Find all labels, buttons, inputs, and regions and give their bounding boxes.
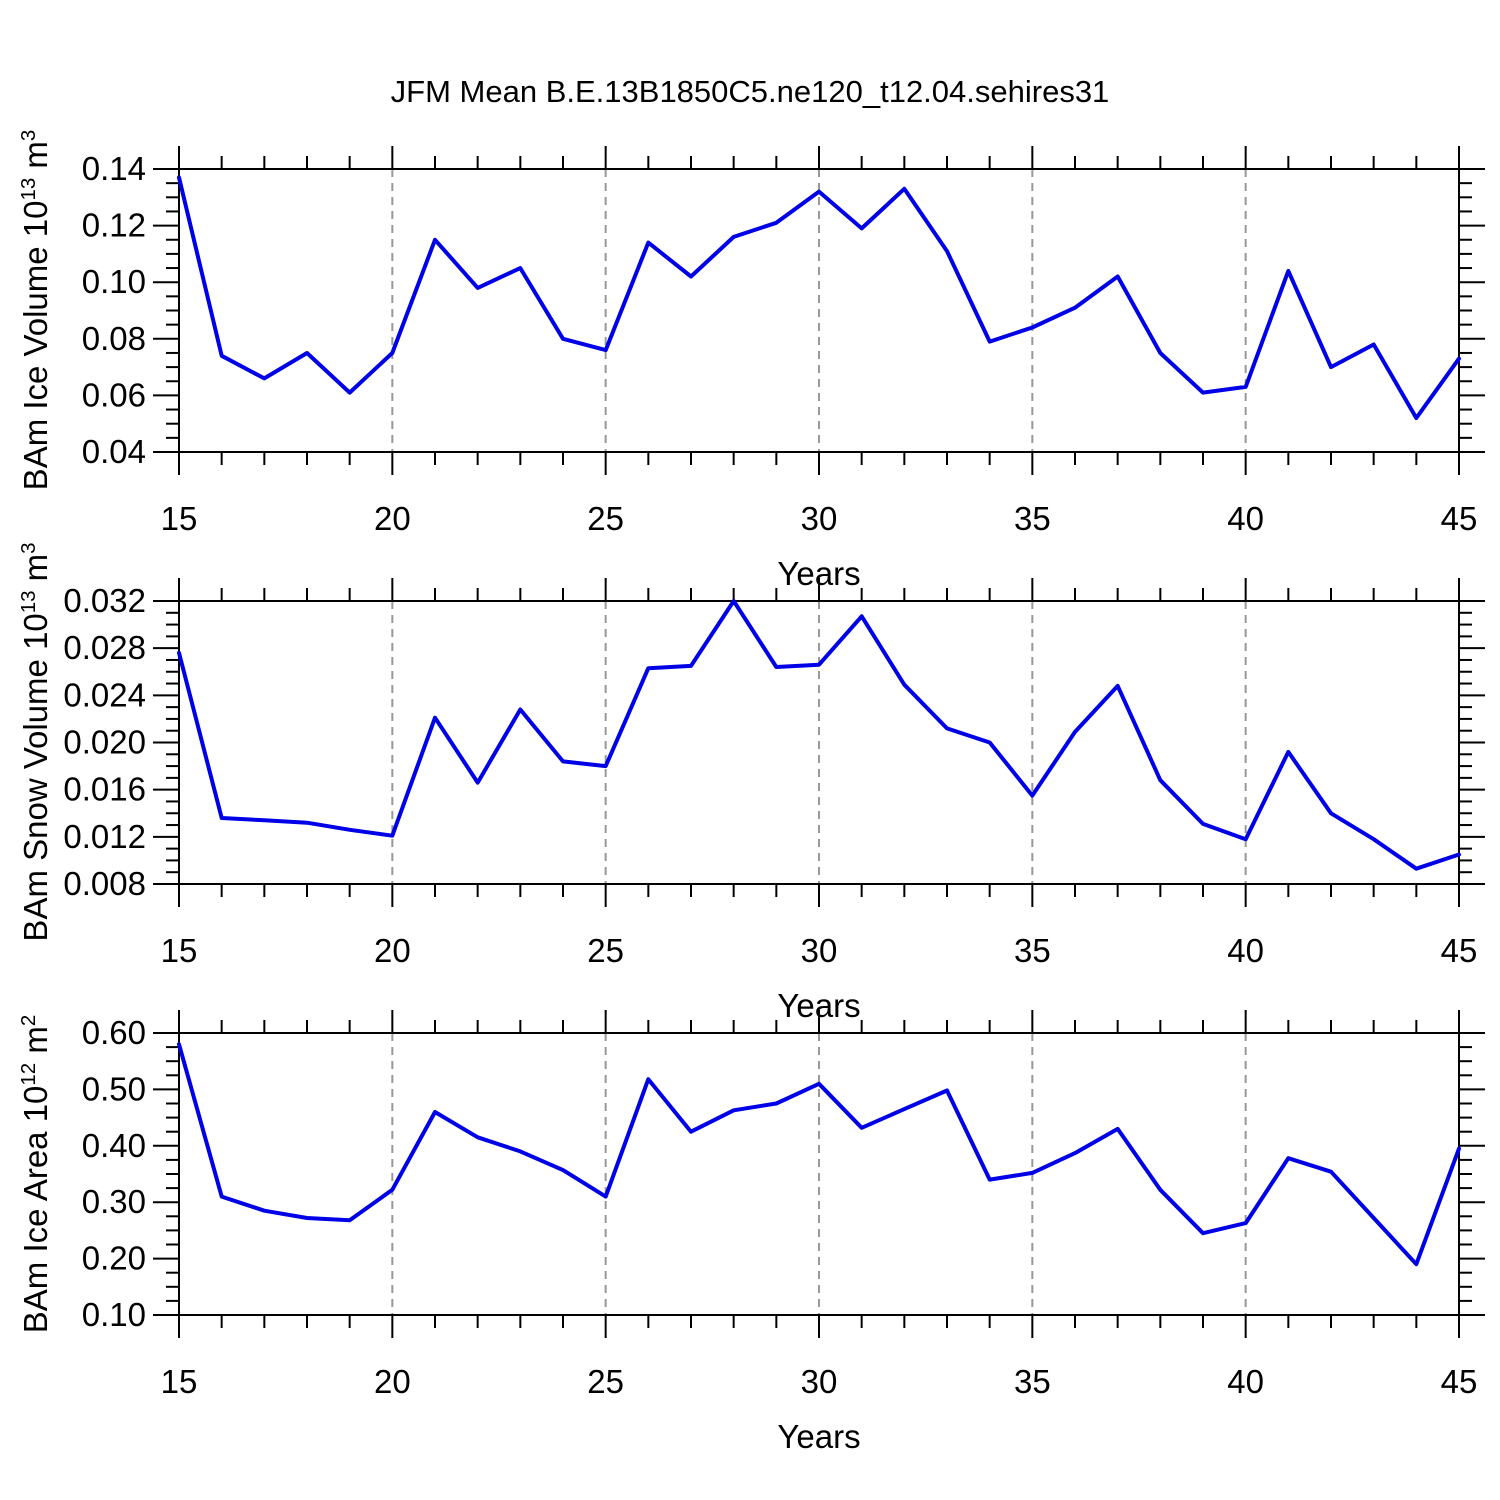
y-tick-label: 0.04 xyxy=(82,433,146,470)
x-tick-labels: 15 20 25 30 35 40 45 xyxy=(161,1363,1478,1400)
ylabel-unit-exponent: 3 xyxy=(17,129,40,142)
y-tick-labels: 0.04 0.06 0.08 0.10 0.12 0.14 xyxy=(82,150,146,470)
y-tick-label: 0.60 xyxy=(82,1014,146,1051)
ylabel-text: BAm Ice Area 10 xyxy=(17,1085,54,1334)
ylabel-unit: m xyxy=(17,553,54,591)
y-axis-label-ice-area: BAm Ice Area 1012 m2 xyxy=(15,924,57,1424)
ylabel-unit-exponent: 3 xyxy=(17,542,40,554)
ylabel-unit: m xyxy=(17,1026,54,1063)
gridlines xyxy=(391,1033,1247,1315)
x-tick-label: 35 xyxy=(1014,500,1051,537)
y-tick-label: 0.30 xyxy=(82,1183,146,1220)
y-tick-label: 0.032 xyxy=(63,582,146,619)
y-tick-labels: 0.008 0.012 0.016 0.020 0.024 0.028 0.032 xyxy=(63,582,146,902)
y-tick-labels: 0.10 0.20 0.30 0.40 0.50 0.60 xyxy=(82,1014,146,1333)
x-tick-label: 40 xyxy=(1227,932,1264,969)
x-tick-label: 20 xyxy=(374,500,411,537)
x-tick-label: 25 xyxy=(587,500,624,537)
ylabel-text: BAm Ice Volume 10 xyxy=(17,200,54,491)
axis-ticks xyxy=(153,1010,1485,1338)
x-tick-label: 40 xyxy=(1227,1363,1264,1400)
x-tick-label: 35 xyxy=(1014,932,1051,969)
y-tick-label: 0.08 xyxy=(82,320,146,357)
chart-snow-volume: 0.008 0.012 0.016 0.020 0.024 0.028 0.032 15 20 2… xyxy=(63,578,1485,1024)
ice-area-line xyxy=(177,1042,1461,1267)
x-tick-label: 35 xyxy=(1014,1363,1051,1400)
ylabel-exponent: 13 xyxy=(17,177,40,201)
x-tick-label: 15 xyxy=(161,500,198,537)
y-tick-label: 0.14 xyxy=(82,150,146,187)
x-tick-labels: 15 20 25 30 35 40 45 xyxy=(161,500,1478,537)
y-tick-label: 0.20 xyxy=(82,1240,146,1277)
ylabel-exponent: 13 xyxy=(17,590,40,614)
y-tick-label: 0.10 xyxy=(82,263,146,300)
x-tick-label: 25 xyxy=(587,1363,624,1400)
y-tick-label: 0.10 xyxy=(82,1296,146,1333)
y-tick-label: 0.40 xyxy=(82,1127,146,1164)
gridlines xyxy=(391,169,1247,452)
x-tick-label: 25 xyxy=(587,932,624,969)
ice-volume-line xyxy=(177,175,1461,420)
x-tick-label: 20 xyxy=(374,1363,411,1400)
x-tick-label: 30 xyxy=(801,932,838,969)
y-axis-label-snow-volume: BAm Snow Volume 1013 m3 xyxy=(15,492,57,992)
gridlines xyxy=(391,601,1247,884)
x-tick-label: 45 xyxy=(1441,1363,1478,1400)
x-tick-label: 45 xyxy=(1441,932,1478,969)
x-tick-label: 40 xyxy=(1227,500,1264,537)
x-axis-label: Years xyxy=(777,1418,860,1455)
ylabel-unit: m xyxy=(17,141,54,178)
y-tick-label: 0.020 xyxy=(63,724,146,761)
y-tick-label: 0.12 xyxy=(82,207,146,244)
y-tick-label: 0.016 xyxy=(63,771,146,808)
x-tick-label: 15 xyxy=(161,1363,198,1400)
y-tick-label: 0.012 xyxy=(63,818,146,855)
page-title: JFM Mean B.E.13B1850C5.ne120_t12.04.sehi… xyxy=(390,74,1110,109)
chart-ice-area: 0.10 0.20 0.30 0.40 0.50 0.60 15 20 25 30 35 40 45 Ye… xyxy=(82,1010,1485,1455)
ylabel-exponent: 12 xyxy=(17,1062,40,1086)
axis-ticks xyxy=(153,578,1485,907)
x-tick-labels: 15 20 25 30 35 40 45 xyxy=(161,932,1478,969)
axis-ticks xyxy=(153,146,1485,475)
y-tick-label: 0.06 xyxy=(82,376,146,413)
x-tick-label: 45 xyxy=(1441,500,1478,537)
x-tick-label: 15 xyxy=(161,932,198,969)
ylabel-unit-exponent: 2 xyxy=(17,1014,40,1027)
y-tick-label: 0.008 xyxy=(63,865,146,902)
x-tick-label: 20 xyxy=(374,932,411,969)
y-tick-label: 0.50 xyxy=(82,1070,146,1107)
y-axis-label-ice-volume: BAm Ice Volume 1013 m3 xyxy=(15,60,57,560)
ylabel-text: BAm Snow Volume 10 xyxy=(17,613,54,942)
x-tick-label: 30 xyxy=(801,500,838,537)
y-tick-label: 0.028 xyxy=(63,629,146,666)
x-tick-label: 30 xyxy=(801,1363,838,1400)
y-tick-label: 0.024 xyxy=(63,676,146,713)
snow-volume-line xyxy=(177,599,1461,871)
